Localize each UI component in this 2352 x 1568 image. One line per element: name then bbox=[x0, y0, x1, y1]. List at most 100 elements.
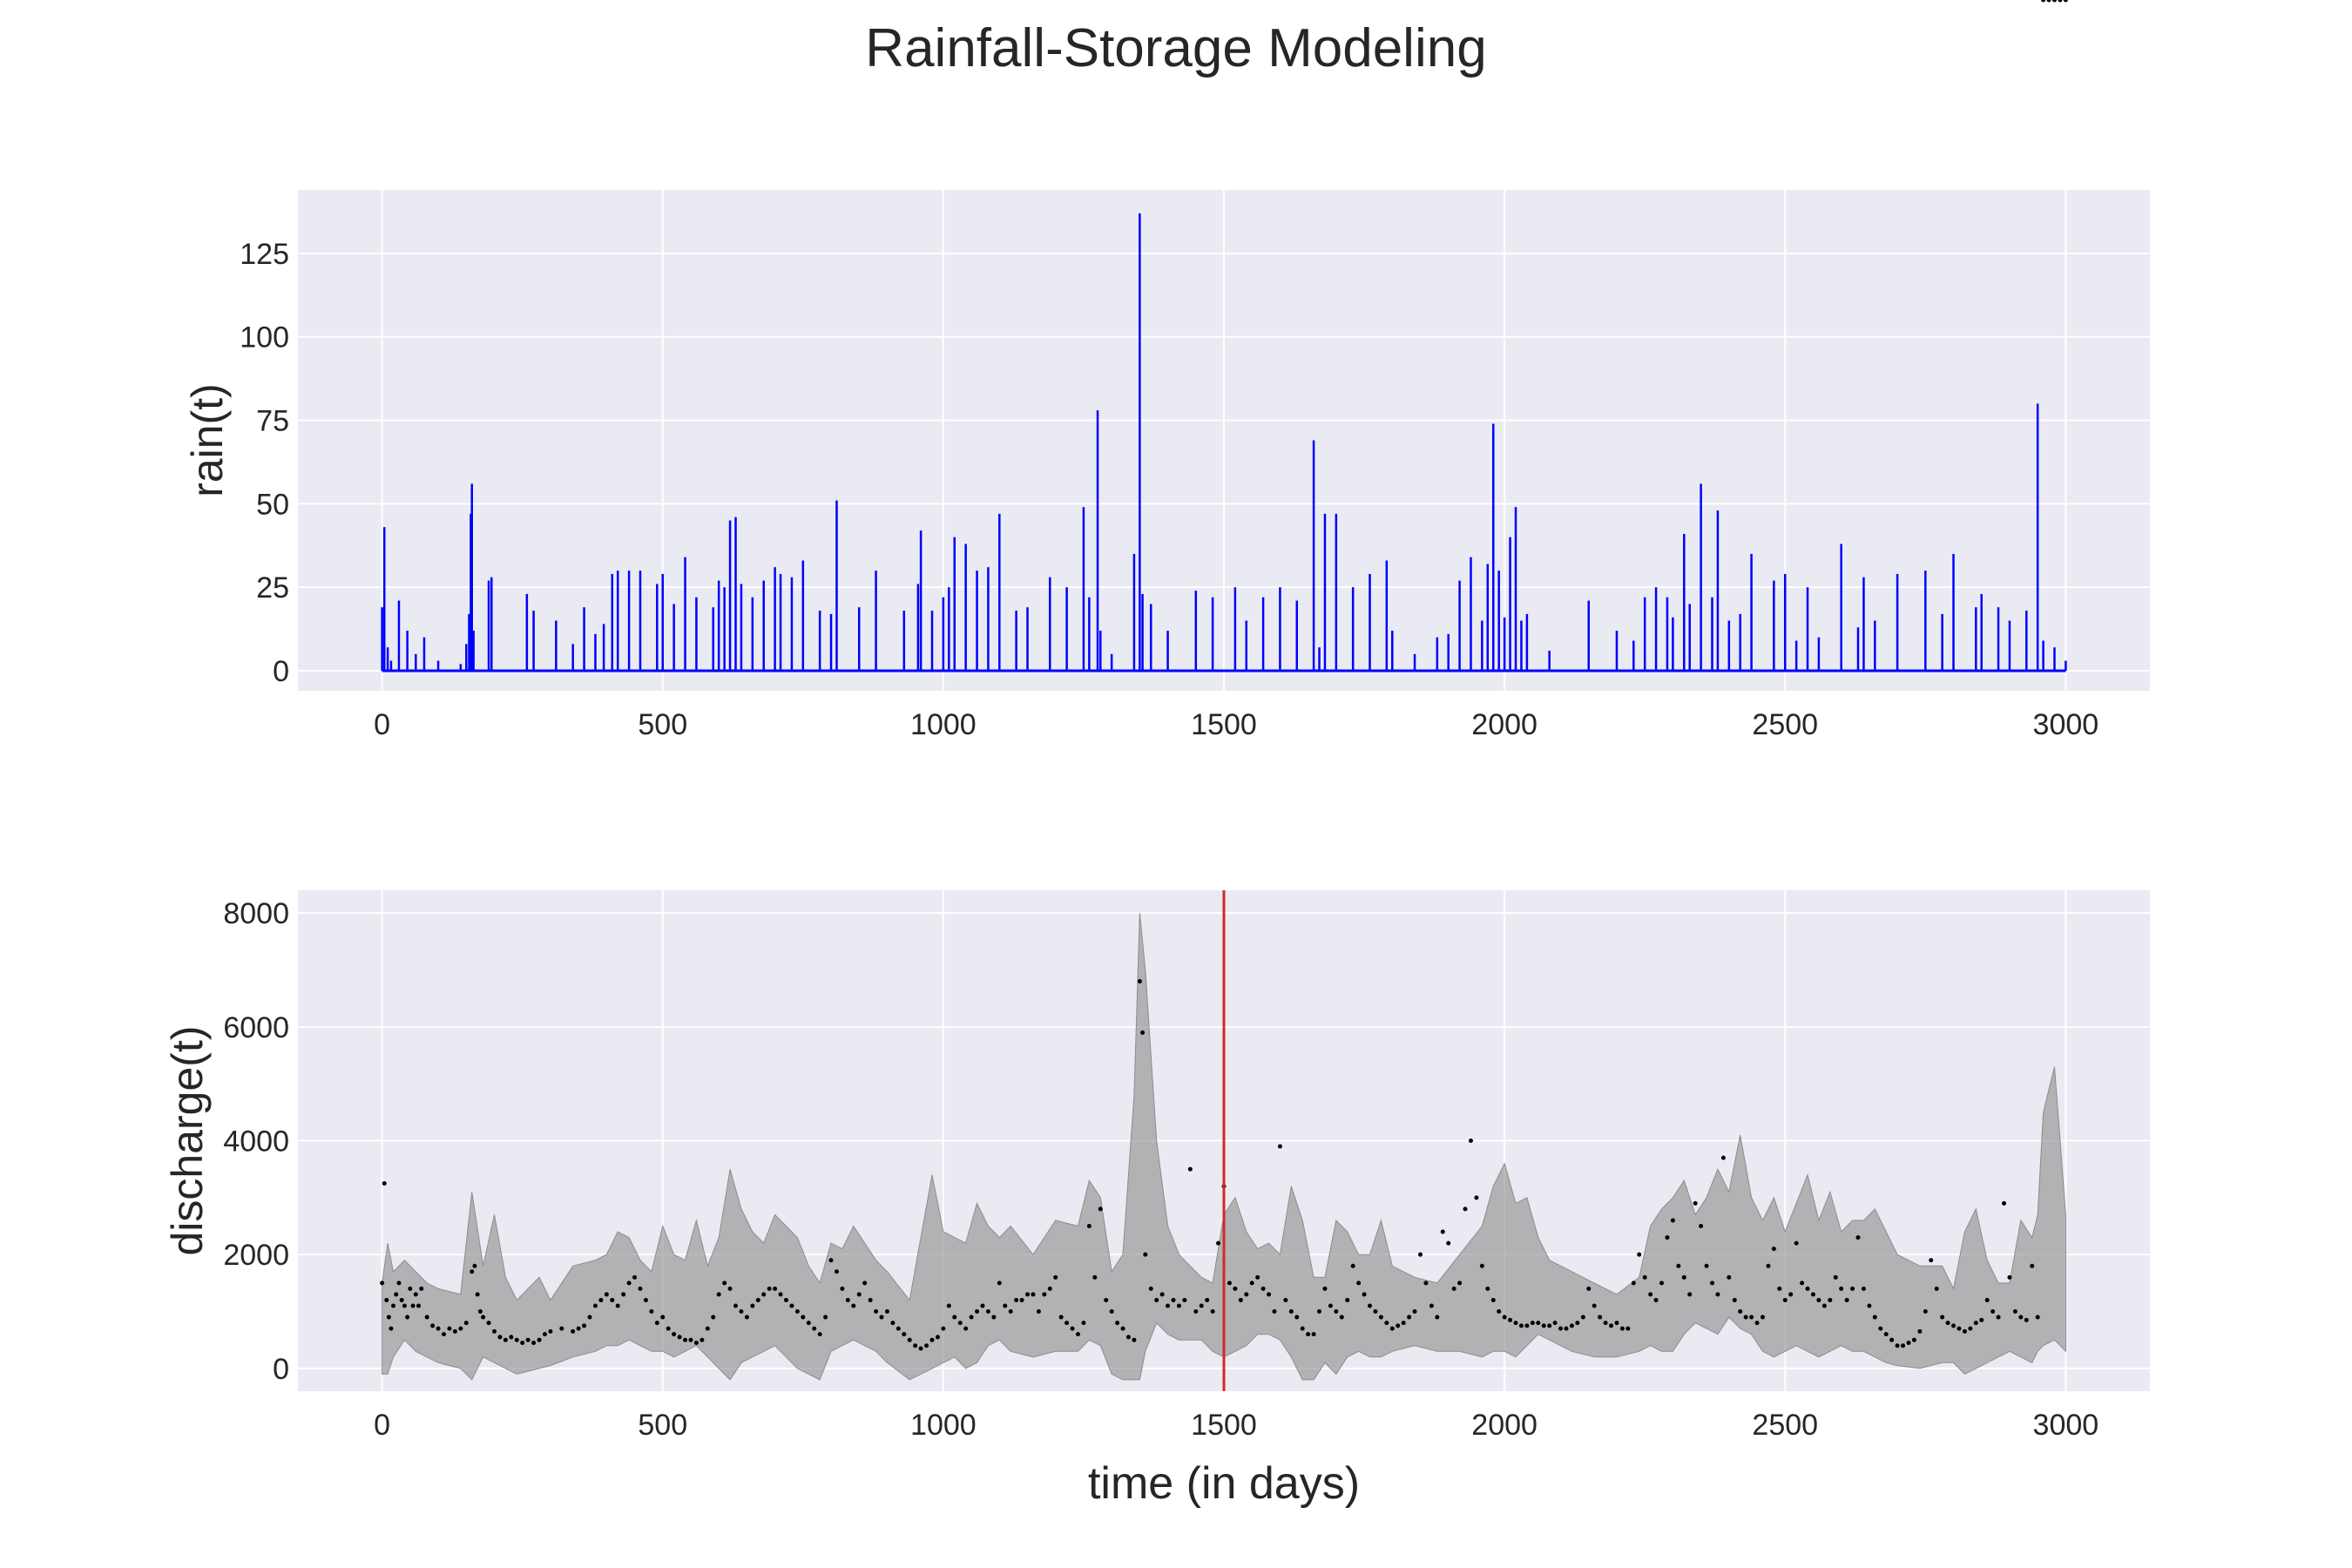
discharge-point bbox=[2030, 1263, 2035, 1268]
uncertainty-band bbox=[382, 913, 2066, 1381]
discharge-point bbox=[1362, 1292, 1367, 1297]
x-tick-label: 2000 bbox=[1471, 1409, 1538, 1442]
discharge-point bbox=[1810, 1292, 1815, 1297]
discharge-point bbox=[862, 1281, 868, 1286]
discharge-point bbox=[509, 1335, 514, 1340]
discharge-point bbox=[447, 1326, 452, 1331]
discharge-point bbox=[884, 1309, 889, 1315]
discharge-point bbox=[481, 1315, 486, 1320]
figure-title: Rainfall-Storage Modeling bbox=[865, 18, 1487, 78]
discharge-point bbox=[463, 1321, 469, 1326]
discharge-point bbox=[1816, 1297, 1821, 1302]
discharge-point bbox=[1502, 1315, 1507, 1320]
discharge-point bbox=[924, 1343, 929, 1348]
discharge-point bbox=[1855, 1235, 1861, 1240]
discharge-point bbox=[1120, 1326, 1125, 1331]
discharge-point bbox=[2041, 0, 2046, 3]
discharge-point bbox=[1334, 1309, 1339, 1315]
discharge-point bbox=[817, 1332, 822, 1337]
discharge-point bbox=[1317, 1309, 1322, 1315]
discharge-point bbox=[1940, 1315, 1945, 1320]
discharge-point bbox=[1839, 1286, 1844, 1291]
discharge-point bbox=[991, 1315, 997, 1320]
discharge-point bbox=[1058, 1315, 1064, 1320]
discharge-point bbox=[1771, 1247, 1776, 1252]
discharge-point bbox=[1148, 1286, 1153, 1291]
discharge-point bbox=[794, 1309, 800, 1315]
discharge-point bbox=[542, 1332, 547, 1337]
discharge-point bbox=[1288, 1309, 1294, 1315]
discharge-point bbox=[744, 1315, 749, 1320]
discharge-point bbox=[1451, 1286, 1456, 1291]
discharge-point bbox=[755, 1297, 760, 1302]
discharge-point bbox=[1075, 1332, 1080, 1337]
discharge-point bbox=[514, 1337, 519, 1342]
discharge-point bbox=[1564, 1326, 1569, 1331]
discharge-point bbox=[491, 1328, 497, 1334]
discharge-point bbox=[1143, 1252, 1148, 1257]
discharge-point bbox=[1244, 1292, 1249, 1297]
discharge-point bbox=[1704, 1263, 1709, 1268]
discharge-point bbox=[1104, 1297, 1109, 1302]
discharge-point bbox=[632, 1274, 638, 1280]
discharge-point bbox=[1659, 1281, 1665, 1286]
x-tick-label: 0 bbox=[374, 708, 390, 741]
discharge-point bbox=[1979, 1317, 1984, 1322]
discharge-point bbox=[525, 1337, 531, 1342]
discharge-point bbox=[1339, 1315, 1344, 1320]
discharge-point bbox=[1962, 1328, 1967, 1334]
discharge-point bbox=[470, 1269, 475, 1274]
discharge-point bbox=[1047, 1286, 1052, 1291]
discharge-point bbox=[396, 1281, 402, 1286]
discharge-point bbox=[1423, 1281, 1429, 1286]
discharge-point bbox=[1625, 1326, 1631, 1331]
discharge-point bbox=[548, 1328, 553, 1334]
discharge-point bbox=[1637, 1252, 1642, 1257]
discharge-point bbox=[890, 1321, 896, 1326]
discharge-point bbox=[503, 1337, 508, 1342]
discharge-point bbox=[472, 1263, 477, 1268]
discharge-point bbox=[436, 1326, 441, 1331]
discharge-point bbox=[1777, 1286, 1782, 1291]
discharge-point bbox=[1720, 1155, 1726, 1160]
x-tick-label: 1500 bbox=[1191, 1409, 1257, 1442]
discharge-point bbox=[1137, 979, 1142, 984]
discharge-point bbox=[1990, 1309, 1996, 1315]
discharge-point bbox=[952, 1315, 957, 1320]
discharge-point bbox=[1973, 1321, 1978, 1326]
y-tick-label: 4000 bbox=[223, 1125, 289, 1159]
discharge-point bbox=[874, 1309, 879, 1315]
discharge-point bbox=[660, 1315, 666, 1320]
discharge-point bbox=[626, 1281, 632, 1286]
discharge-point bbox=[1025, 1292, 1031, 1297]
discharge-point bbox=[1474, 1195, 1479, 1200]
discharge-point bbox=[1132, 1337, 1137, 1342]
discharge-point bbox=[929, 1337, 935, 1342]
discharge-point bbox=[1901, 1343, 1906, 1348]
discharge-point bbox=[1957, 1326, 1962, 1331]
discharge-point bbox=[1513, 1321, 1518, 1326]
discharge-point bbox=[1850, 1286, 1855, 1291]
discharge-point bbox=[1642, 1274, 1647, 1280]
discharge-point bbox=[621, 1292, 626, 1297]
discharge-point bbox=[1586, 1286, 1592, 1291]
discharge-point bbox=[1872, 1315, 1877, 1320]
x-tick-label: 2500 bbox=[1752, 708, 1818, 741]
discharge-point bbox=[1440, 1229, 1445, 1234]
discharge-point bbox=[1019, 1297, 1024, 1302]
discharge-point bbox=[1749, 1315, 1754, 1320]
x-tick-label: 1500 bbox=[1191, 708, 1257, 741]
y-tick-label: 6000 bbox=[223, 1011, 289, 1044]
discharge-point bbox=[1216, 1240, 1221, 1246]
discharge-point bbox=[2063, 0, 2068, 3]
discharge-point bbox=[1653, 1297, 1659, 1302]
discharge-point bbox=[1109, 1309, 1114, 1315]
discharge-point bbox=[946, 1303, 951, 1308]
discharge-point bbox=[1277, 1144, 1282, 1149]
x-tick-label: 1000 bbox=[910, 1409, 977, 1442]
discharge-point bbox=[2018, 1315, 2024, 1320]
discharge-point bbox=[394, 1292, 399, 1297]
discharge-point bbox=[1396, 1323, 1401, 1328]
discharge-point bbox=[559, 1326, 564, 1331]
discharge-point bbox=[1182, 1297, 1187, 1302]
